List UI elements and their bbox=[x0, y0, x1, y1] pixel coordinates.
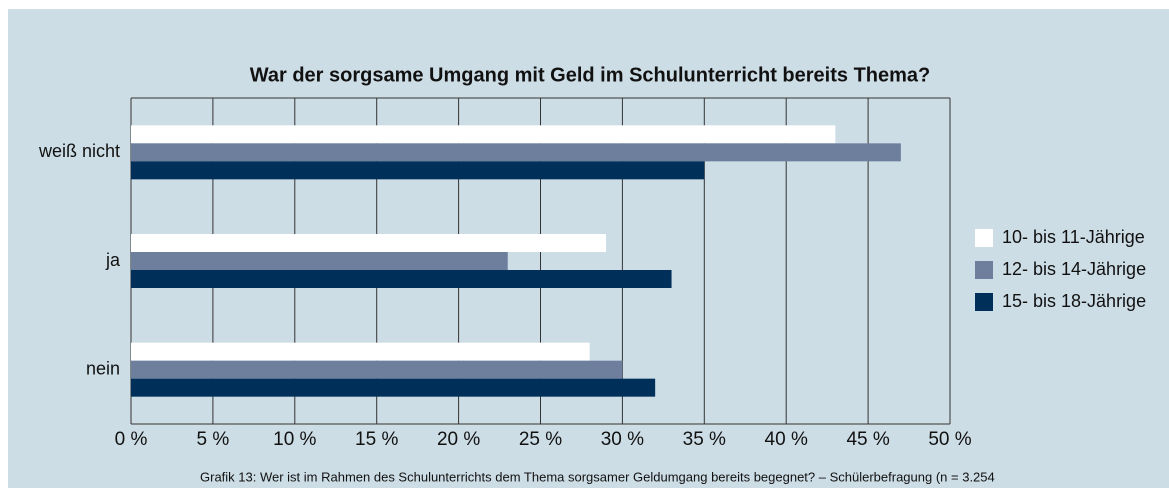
legend-swatch bbox=[975, 261, 993, 279]
bar bbox=[131, 270, 672, 288]
y-tick-label: nein bbox=[86, 358, 120, 378]
x-tick-label: 25 % bbox=[519, 429, 562, 450]
x-tick-label: 15 % bbox=[355, 429, 398, 450]
x-tick-label: 10 % bbox=[273, 429, 316, 450]
x-tick-label: 40 % bbox=[765, 429, 808, 450]
legend-label: 12- bis 14-Jährige bbox=[1002, 259, 1146, 279]
x-tick-label: 35 % bbox=[683, 429, 726, 450]
y-tick-label: weiß nicht bbox=[38, 141, 120, 161]
bar bbox=[131, 143, 901, 162]
legend-label: 10- bis 11-Jährige bbox=[1002, 227, 1145, 247]
bar bbox=[131, 252, 508, 270]
x-tick-label: 5 % bbox=[197, 429, 230, 450]
x-tick-label: 30 % bbox=[601, 429, 644, 450]
legend-swatch bbox=[975, 229, 993, 247]
bar bbox=[131, 342, 590, 361]
x-tick-label: 45 % bbox=[846, 429, 889, 450]
bar bbox=[131, 378, 656, 397]
bar bbox=[131, 125, 836, 144]
chart-title: War der sorgsame Umgang mit Geld im Schu… bbox=[250, 64, 931, 86]
bar bbox=[131, 360, 623, 379]
legend-label: 15- bis 18-Jährige bbox=[1002, 291, 1146, 311]
x-tick-label: 0 % bbox=[115, 429, 148, 450]
bar bbox=[131, 161, 705, 180]
x-tick-label: 50 % bbox=[928, 429, 971, 450]
y-tick-label: ja bbox=[105, 250, 121, 270]
x-tick-label: 20 % bbox=[437, 429, 480, 450]
bar bbox=[131, 234, 607, 252]
legend-swatch bbox=[975, 293, 993, 311]
footnote: Grafik 13: Wer ist im Rahmen des Schulun… bbox=[200, 469, 995, 484]
